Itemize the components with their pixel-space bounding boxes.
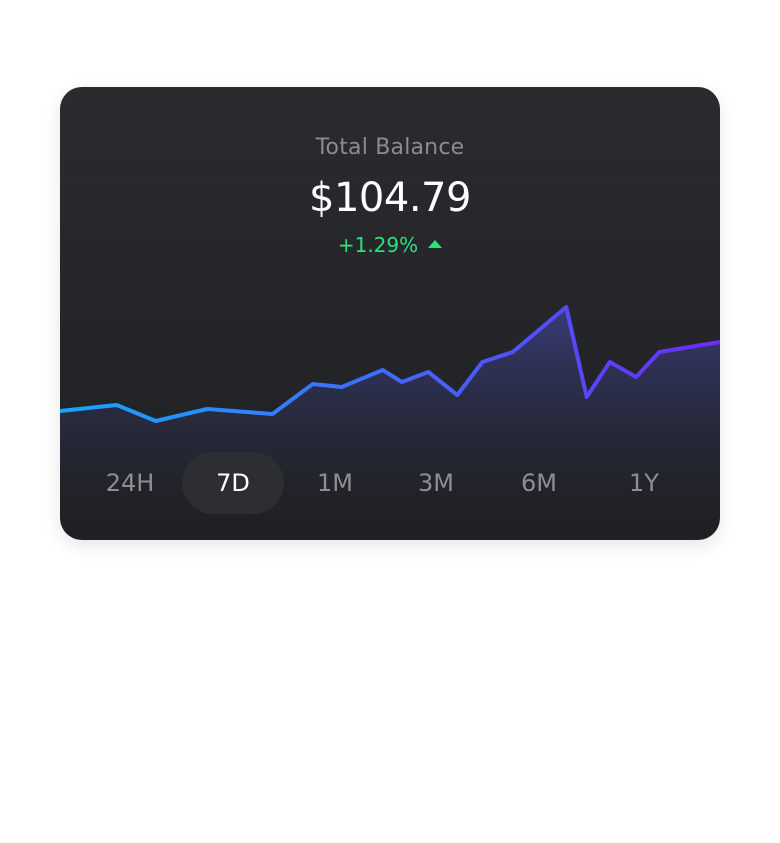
range-7d-button[interactable]: 7D bbox=[182, 452, 284, 514]
balance-card: Total Balance $104.79 +1.29% 24H 7D 1M 3… bbox=[60, 87, 720, 540]
time-range-selector: 24H 7D 1M 3M 6M 1Y bbox=[60, 452, 720, 514]
range-24h-button[interactable]: 24H bbox=[105, 469, 155, 497]
total-balance-label: Total Balance bbox=[315, 135, 465, 160]
chart-line bbox=[60, 305, 720, 423]
caret-up-icon bbox=[428, 240, 443, 248]
range-1m-button[interactable]: 1M bbox=[317, 469, 353, 497]
balance-value: $104.79 bbox=[309, 175, 471, 221]
balance-change-value: +1.29% bbox=[337, 233, 419, 257]
range-6m-button[interactable]: 6M bbox=[521, 469, 557, 497]
range-1y-button[interactable]: 1Y bbox=[629, 469, 659, 497]
range-3m-button[interactable]: 3M bbox=[418, 469, 454, 497]
balance-change: +1.29% bbox=[60, 233, 720, 257]
